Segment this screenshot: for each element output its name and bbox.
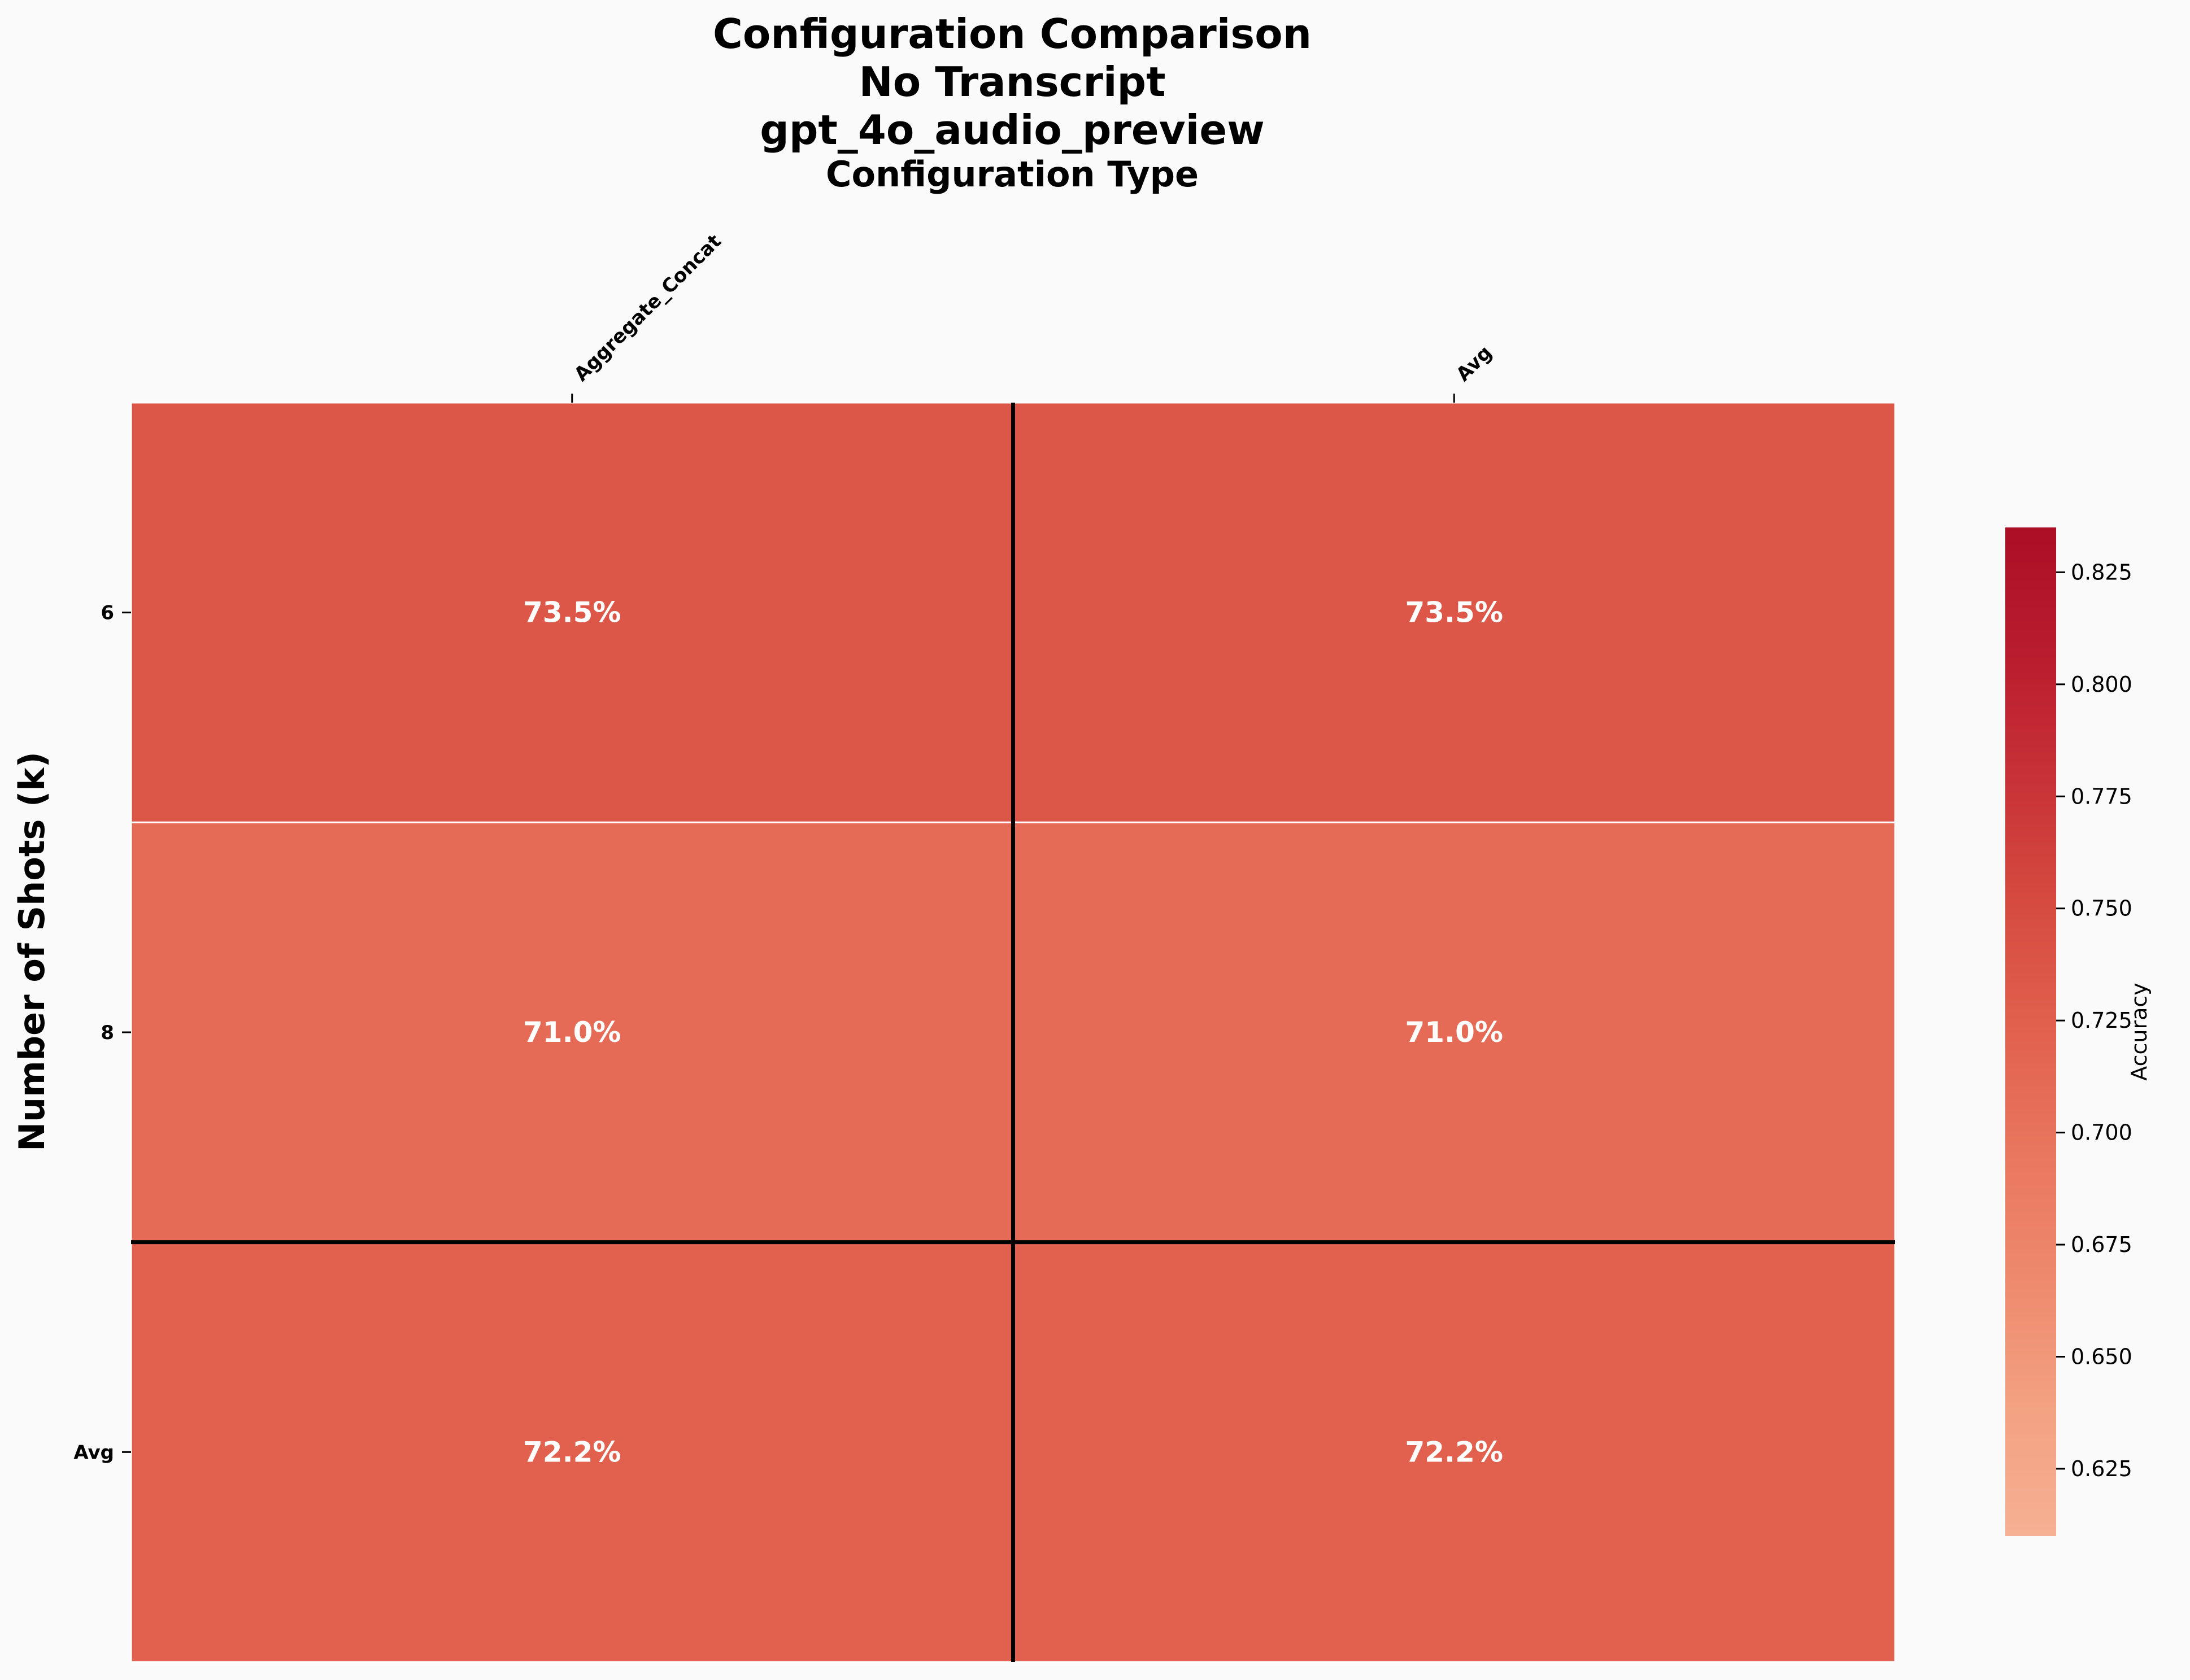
colorbar-ticks: 0.625 0.650 0.675 0.700 0.725 0.750 0.775 0.800… [2056,560,2132,1481]
colorbar-tick-label: 0.825 [2071,560,2132,584]
colorbar-tick-label: 0.775 [2071,784,2132,809]
colorbar-tick-label: 0.625 [2071,1456,2132,1481]
y-tick-label: 6 [101,602,114,625]
heatmap-cell [130,402,1014,823]
y-ticks: 6 8 Avg [73,602,131,1464]
y-tick-label: Avg [73,1441,114,1464]
chart-title-line-2: No Transcript [859,58,1165,106]
colorbar [2005,527,2056,1536]
x-ticks: Aggregate_Concat Avg [570,230,1496,403]
y-tick-label: 8 [101,1022,114,1044]
colorbar-tick-label: 0.750 [2071,896,2132,921]
heatmap-cell [130,1241,1014,1663]
heatmap-cell [130,821,1014,1243]
cell-value-label: 71.0% [1405,1016,1503,1049]
x-axis-title: Configuration Type [826,154,1199,195]
cell-value-label: 73.5% [1405,596,1503,629]
colorbar-tick-label: 0.800 [2071,672,2132,697]
colorbar-tick-label: 0.675 [2071,1232,2132,1257]
colorbar-tick-label: 0.725 [2071,1008,2132,1033]
heatmap-cell [1012,402,1896,823]
cell-value-label: 72.2% [523,1435,621,1468]
colorbar-tick-label: 0.650 [2071,1344,2132,1369]
cell-value-label: 73.5% [523,596,621,629]
heatmap-cell [1012,1241,1896,1663]
x-tick-label: Avg [1452,341,1496,386]
cell-value-label: 72.2% [1405,1435,1503,1468]
cell-value-label: 71.0% [523,1016,621,1049]
chart-title-line-3: gpt_4o_audio_preview [760,106,1264,154]
colorbar-tick-label: 0.700 [2071,1120,2132,1145]
heatmap-cells: 73.5% 73.5% 71.0% 71.0% 72.2% 72.2% [130,402,1896,1663]
x-tick-label: Aggregate_Concat [570,230,726,386]
y-axis-title: Number of Shots (k) [11,752,53,1151]
chart-title-line-1: Configuration Comparison [713,10,1312,58]
colorbar-label: Accuracy [2127,983,2152,1081]
heatmap-cell [1012,821,1896,1243]
